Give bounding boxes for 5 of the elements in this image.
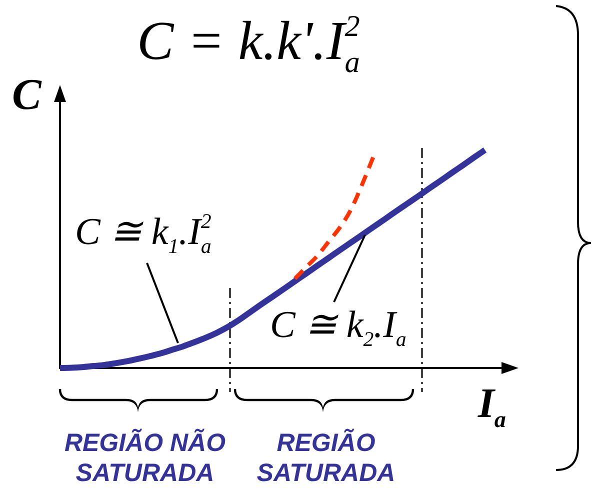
- text: REGIÃO NÃO SATURADA: [63, 428, 227, 488]
- text: REGIÃO SATURADA: [256, 428, 396, 488]
- y-axis-title: C: [12, 70, 42, 119]
- x-axis-title: I$_{a}$: [478, 381, 506, 432]
- annotation: C ≅ k$_{2}$.I$_{a}$: [270, 304, 406, 352]
